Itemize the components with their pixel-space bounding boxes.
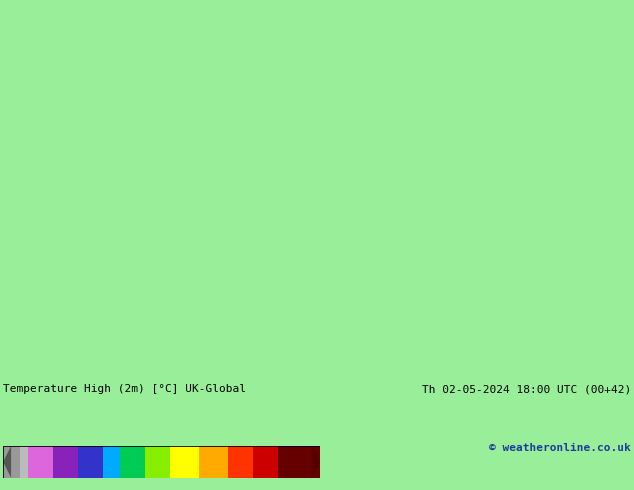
Bar <box>28 446 53 478</box>
Bar <box>120 446 145 478</box>
Polygon shape <box>312 446 320 478</box>
Text: Th 02-05-2024 18:00 UTC (00+42): Th 02-05-2024 18:00 UTC (00+42) <box>422 385 631 394</box>
Text: Temperature High (2m) [°C] UK-Global: Temperature High (2m) [°C] UK-Global <box>3 385 246 394</box>
Bar <box>228 446 254 478</box>
Bar <box>20 446 28 478</box>
Bar <box>3 446 20 478</box>
Bar <box>278 446 320 478</box>
Bar <box>103 446 120 478</box>
Bar <box>145 446 170 478</box>
Polygon shape <box>3 446 11 478</box>
Bar <box>199 446 228 478</box>
Bar <box>170 446 199 478</box>
Text: © weatheronline.co.uk: © weatheronline.co.uk <box>489 443 631 453</box>
Bar <box>254 446 278 478</box>
Bar <box>53 446 78 478</box>
Bar <box>78 446 103 478</box>
